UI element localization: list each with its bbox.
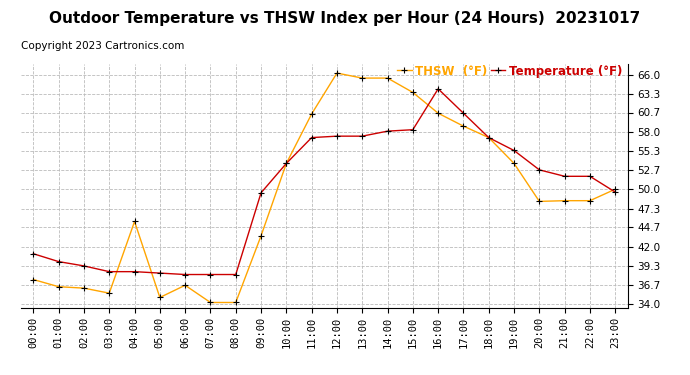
THSW  (°F) xyxy=(181,283,189,288)
THSW  (°F) xyxy=(384,76,392,80)
Temperature (°F) xyxy=(611,190,620,194)
THSW  (°F) xyxy=(206,300,215,305)
THSW  (°F) xyxy=(460,124,468,128)
Temperature (°F) xyxy=(586,174,594,178)
Temperature (°F) xyxy=(308,135,316,140)
Temperature (°F) xyxy=(510,148,518,153)
Temperature (°F) xyxy=(181,272,189,277)
THSW  (°F) xyxy=(358,76,366,80)
Temperature (°F) xyxy=(333,134,341,138)
Legend: THSW  (°F), Temperature (°F): THSW (°F), Temperature (°F) xyxy=(397,65,622,78)
Temperature (°F) xyxy=(156,271,164,275)
THSW  (°F) xyxy=(308,112,316,116)
THSW  (°F) xyxy=(560,198,569,203)
THSW  (°F) xyxy=(510,161,518,166)
Temperature (°F) xyxy=(535,168,544,172)
Temperature (°F) xyxy=(358,134,366,138)
THSW  (°F) xyxy=(484,135,493,140)
Temperature (°F) xyxy=(232,272,240,277)
Temperature (°F) xyxy=(55,260,63,264)
Temperature (°F) xyxy=(460,111,468,116)
Temperature (°F) xyxy=(105,269,113,274)
Temperature (°F) xyxy=(484,135,493,140)
THSW  (°F) xyxy=(80,286,88,290)
THSW  (°F) xyxy=(55,285,63,289)
Temperature (°F) xyxy=(80,264,88,268)
Text: Copyright 2023 Cartronics.com: Copyright 2023 Cartronics.com xyxy=(21,41,184,51)
Temperature (°F) xyxy=(408,128,417,132)
THSW  (°F) xyxy=(156,295,164,300)
Text: Outdoor Temperature vs THSW Index per Hour (24 Hours)  20231017: Outdoor Temperature vs THSW Index per Ho… xyxy=(50,11,640,26)
THSW  (°F) xyxy=(408,90,417,94)
Temperature (°F) xyxy=(560,174,569,178)
Temperature (°F) xyxy=(384,129,392,134)
THSW  (°F) xyxy=(586,198,594,203)
THSW  (°F) xyxy=(257,234,265,238)
THSW  (°F) xyxy=(333,71,341,75)
THSW  (°F) xyxy=(105,291,113,296)
THSW  (°F) xyxy=(282,161,290,166)
THSW  (°F) xyxy=(434,111,442,116)
THSW  (°F) xyxy=(535,199,544,204)
THSW  (°F) xyxy=(29,277,37,282)
THSW  (°F) xyxy=(611,187,620,192)
Temperature (°F) xyxy=(29,252,37,256)
Temperature (°F) xyxy=(434,87,442,91)
Temperature (°F) xyxy=(282,161,290,166)
Temperature (°F) xyxy=(257,190,265,195)
THSW  (°F) xyxy=(232,300,240,305)
Temperature (°F) xyxy=(206,272,215,277)
Temperature (°F) xyxy=(130,269,139,274)
Line: THSW  (°F): THSW (°F) xyxy=(30,70,618,305)
THSW  (°F) xyxy=(130,219,139,224)
Line: Temperature (°F): Temperature (°F) xyxy=(30,86,618,277)
